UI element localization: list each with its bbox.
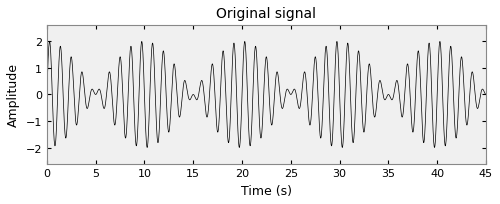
Title: Original signal: Original signal bbox=[216, 7, 316, 21]
Y-axis label: Amplitude: Amplitude bbox=[7, 63, 20, 127]
X-axis label: Time (s): Time (s) bbox=[241, 184, 292, 197]
